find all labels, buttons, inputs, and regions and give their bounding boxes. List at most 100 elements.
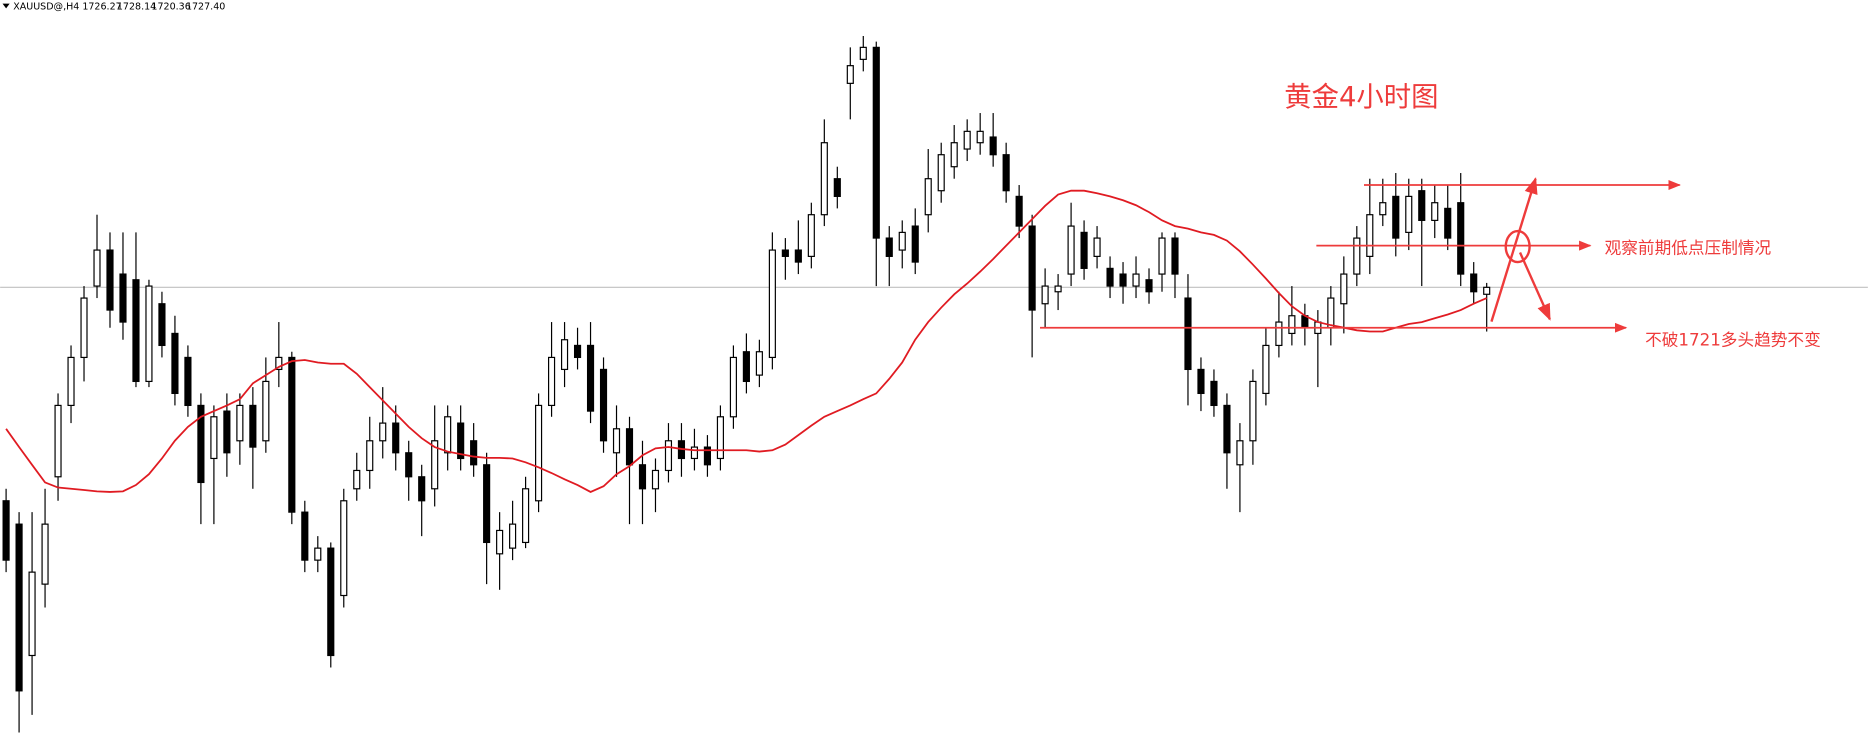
candle-body xyxy=(171,332,179,395)
candle-body xyxy=(509,523,517,549)
candle-body xyxy=(833,178,841,197)
candle-body xyxy=(366,440,374,472)
candle-body xyxy=(1132,273,1140,287)
candle-body xyxy=(716,416,724,460)
candle-body xyxy=(314,547,322,561)
candle-body xyxy=(353,469,361,490)
candle-body xyxy=(950,142,958,168)
candle-body xyxy=(742,351,750,383)
candle-body xyxy=(470,440,478,466)
quote-low: 1720.36 xyxy=(151,2,190,13)
candle-body xyxy=(625,428,634,466)
candle-body xyxy=(638,464,647,490)
candle-body xyxy=(1418,190,1426,221)
candle-body xyxy=(1275,321,1283,347)
quote-high: 1728.14 xyxy=(117,2,156,13)
candle-body xyxy=(1249,380,1257,442)
arrow xyxy=(1518,252,1551,321)
candle-body xyxy=(431,440,439,490)
candle-body xyxy=(288,356,296,513)
candle-body xyxy=(781,249,789,257)
candle-body xyxy=(989,136,997,156)
candle-body xyxy=(1223,404,1231,454)
candle-body xyxy=(405,452,413,478)
candle-body xyxy=(963,130,971,150)
candle-body xyxy=(976,130,984,144)
candle-body xyxy=(1171,237,1179,275)
candle-body xyxy=(729,356,737,418)
candle-body xyxy=(690,446,699,460)
candle-body xyxy=(1483,286,1491,295)
menu-arrow[interactable] xyxy=(2,3,10,9)
candle-body xyxy=(898,231,906,251)
candle-body xyxy=(301,511,309,561)
candle-body xyxy=(1015,195,1023,227)
candle-body xyxy=(210,416,218,460)
chart-title: 黄金4小时图 xyxy=(1284,82,1438,113)
candle-body xyxy=(1028,225,1036,311)
candle-body xyxy=(1067,225,1075,275)
candle-body xyxy=(249,404,257,448)
annotation: 观察前期低点压制情况 xyxy=(1605,239,1772,258)
candle-body xyxy=(145,285,153,383)
candle-body xyxy=(535,404,543,502)
candle-body xyxy=(859,46,867,60)
candle-body xyxy=(223,410,231,454)
candle-body xyxy=(418,476,426,502)
candle-body xyxy=(703,446,712,466)
candle-body xyxy=(262,380,270,442)
candle-body xyxy=(106,249,114,311)
candle-body xyxy=(911,225,919,263)
candle-body xyxy=(340,500,348,597)
candle-body xyxy=(560,339,569,371)
symbol: XAUUSD@,H4 xyxy=(13,2,79,13)
candle-body xyxy=(1184,297,1192,371)
candle-body xyxy=(327,547,335,657)
quote-open: 1726.27 xyxy=(82,2,121,13)
candle-body xyxy=(457,422,465,460)
candles xyxy=(2,35,1681,733)
candle-body xyxy=(612,428,621,454)
candle-body xyxy=(1106,267,1114,287)
candle-body xyxy=(573,344,582,359)
candle-body xyxy=(1093,237,1101,257)
candle-body xyxy=(197,404,205,484)
candle-body xyxy=(158,303,166,347)
candle-body xyxy=(496,529,504,555)
candle-body xyxy=(392,422,400,454)
candle-body xyxy=(651,469,660,490)
candle-body xyxy=(1470,273,1478,293)
candle-body xyxy=(872,46,880,239)
candle-body xyxy=(1262,344,1270,395)
candle-body xyxy=(1197,368,1205,395)
candle-body xyxy=(522,488,530,544)
candle-body xyxy=(1340,273,1348,305)
candle-body xyxy=(236,404,244,442)
candle-body xyxy=(184,356,192,407)
arrow xyxy=(1490,177,1538,322)
candle-body xyxy=(794,249,802,263)
candle-body xyxy=(846,65,854,84)
arrows xyxy=(1490,177,1551,322)
candle-body xyxy=(599,368,608,442)
candle-body xyxy=(1080,231,1088,269)
candle-body xyxy=(755,351,763,376)
candle-body xyxy=(807,214,815,257)
candle-body xyxy=(67,356,75,407)
candle-body xyxy=(41,523,49,585)
candle-body xyxy=(1288,315,1296,335)
candle-body xyxy=(54,404,62,478)
candle-body xyxy=(379,422,387,442)
candle-body xyxy=(937,154,945,192)
candle-body xyxy=(1054,285,1062,293)
candle-body xyxy=(93,249,101,287)
candle-body xyxy=(768,249,776,359)
candle-body xyxy=(1431,202,1439,221)
candle-body xyxy=(80,297,88,359)
candle-body xyxy=(586,344,595,412)
candle-body xyxy=(548,356,556,407)
candle-body xyxy=(1353,237,1361,275)
candle-body xyxy=(1119,273,1127,287)
